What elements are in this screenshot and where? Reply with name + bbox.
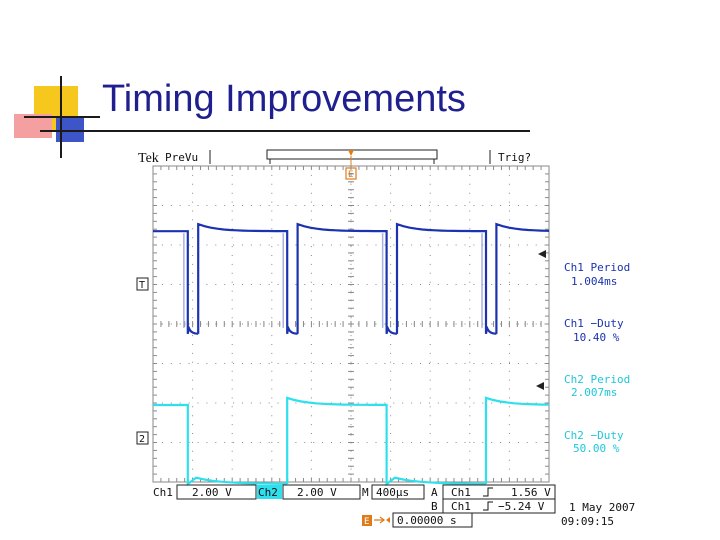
ch2-scale-box [282,484,361,500]
bottom-readout: Ch1 2.00 V Ch2 2.00 V M 400µs A Ch1 1.56… [153,484,635,528]
title-rule [40,130,530,132]
position-marker-letter: E [364,517,369,527]
ch2-level-arrow-icon [536,382,544,390]
scope-date: 1 May 2007 [569,501,635,514]
ch2-marker-box [136,431,149,445]
trig-b-label: B [431,500,438,513]
trigger-level-box [136,277,149,291]
rising-edge-icon-b [483,501,493,511]
ch2-waveform [153,396,550,487]
ch2-scale-label: Ch2 [258,486,278,499]
slide-title: Timing Improvements [102,78,466,120]
position-value-box [392,512,473,528]
trig-a-level: 1.56 V [511,486,551,499]
position-value: 0.00000 s [397,514,457,527]
scope-time: 09:09:15 [561,515,614,528]
measure-ch2-period-value: 2.007ms [571,386,617,399]
time-scale-box [371,484,425,500]
ch1-edge-spikes [183,233,483,328]
position-arrow-icon [374,516,385,524]
time-scale-label: M [362,486,369,499]
ch1-scale-label: Ch1 [153,486,173,499]
rising-edge-icon [483,487,493,497]
trigger-position-arrow-icon [348,150,354,156]
trig-b-box [442,498,556,514]
trig-a-source: Ch1 [451,486,471,499]
trig-status: Trig? [498,151,531,164]
trig-a-label: A [431,486,438,499]
deco-red-square [14,114,52,138]
trig-b-level: −5.24 V [498,500,545,513]
measure-ch2-duty-value: 50.00 % [573,442,620,455]
ch1-level-arrow-icon [538,250,546,258]
measure-ch1-duty-label: Ch1 −Duty [564,317,624,330]
time-scale-value: 400µs [376,486,409,499]
measure-ch1-period-label: Ch1 Period [564,261,630,274]
ch2-marker-letter: 2 [139,434,145,445]
deco-horizontal-line [24,116,100,118]
ch2-scale-value: 2.00 V [297,486,337,499]
graticule [152,165,550,483]
ch2-scale-label-bg [257,485,282,499]
scope-brand: Tek [138,151,159,166]
position-marker-box [362,515,372,526]
trigger-level-letter: T [139,280,145,291]
scope-mode: PreVu [165,151,198,164]
ch1-waveform [153,222,550,335]
measure-ch2-duty-label: Ch2 −Duty [564,429,624,442]
position-arrow-tail-icon [386,517,390,523]
ch1-scale-box [176,484,257,500]
ch1-scale-value: 2.00 V [192,486,232,499]
trig-b-source: Ch1 [451,500,471,513]
measure-ch1-duty-value: 10.40 % [573,331,620,344]
measure-ch2-period-label: Ch2 Period [564,373,630,386]
measure-ch1-period-value: 1.004ms [571,275,617,288]
